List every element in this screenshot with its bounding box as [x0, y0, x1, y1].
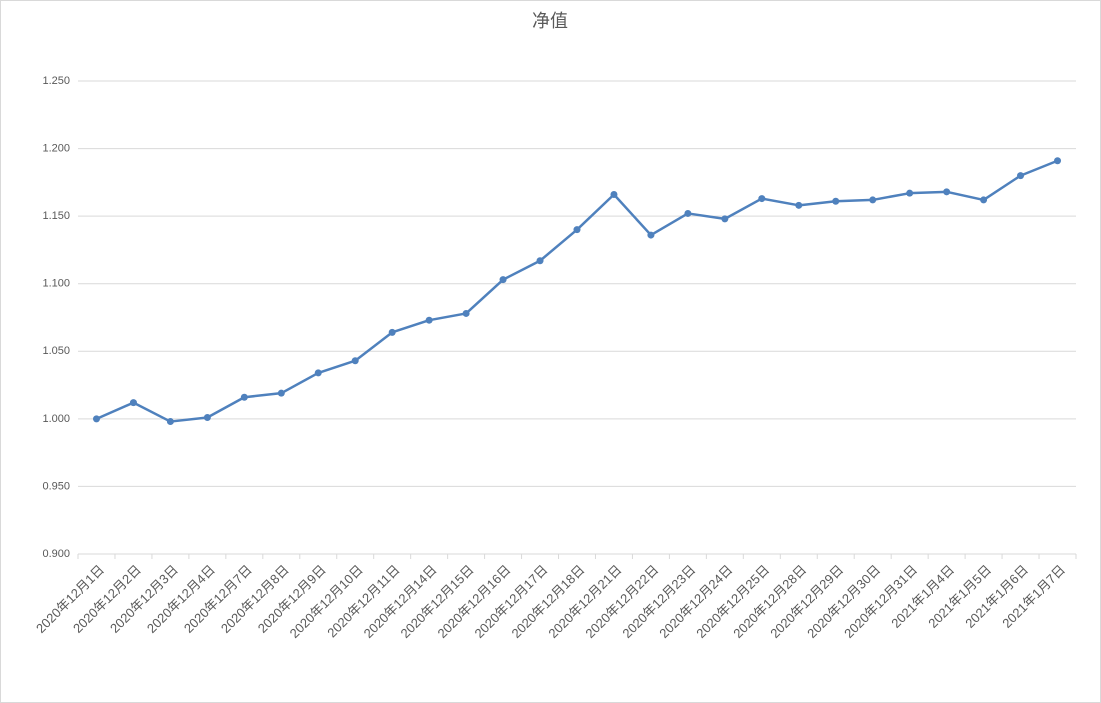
y-tick-label: 1.250 — [42, 75, 70, 87]
y-tick-label: 1.100 — [42, 278, 70, 290]
marker — [1054, 157, 1062, 165]
marker — [92, 415, 100, 423]
marker — [1017, 172, 1025, 180]
marker — [684, 209, 692, 217]
marker — [425, 316, 433, 324]
marker — [980, 196, 988, 204]
y-tick-label: 1.150 — [42, 210, 70, 222]
marker — [906, 189, 914, 197]
marker — [943, 188, 951, 196]
marker — [203, 414, 211, 422]
marker — [758, 195, 766, 203]
y-tick-label: 0.950 — [42, 480, 70, 492]
marker — [499, 276, 507, 284]
marker — [832, 197, 840, 205]
y-tick-label: 1.000 — [42, 413, 70, 425]
marker — [536, 257, 544, 265]
marker — [240, 393, 248, 401]
marker — [869, 196, 877, 204]
y-tick-label: 0.900 — [42, 548, 70, 560]
marker — [462, 309, 470, 317]
marker — [610, 191, 618, 199]
chart-title: 净值 — [532, 11, 568, 31]
marker — [795, 201, 803, 209]
marker — [166, 418, 174, 426]
marker — [647, 231, 655, 239]
marker — [573, 226, 581, 234]
marker — [277, 389, 285, 397]
marker — [351, 357, 359, 365]
marker — [721, 215, 729, 223]
marker — [388, 328, 396, 336]
y-tick-label: 1.200 — [42, 142, 70, 154]
y-tick-label: 1.050 — [42, 345, 70, 357]
marker — [129, 399, 137, 407]
marker — [314, 369, 322, 377]
